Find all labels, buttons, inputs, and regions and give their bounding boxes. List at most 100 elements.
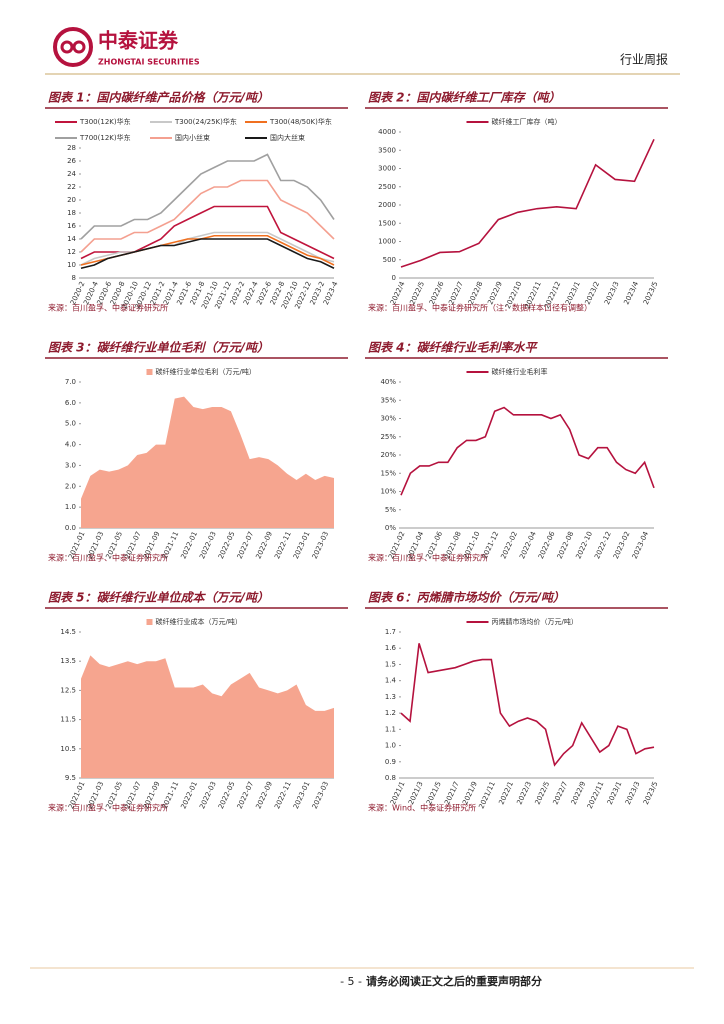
x-tick-label: 2022-09 — [254, 530, 274, 560]
y-tick-label: 14 — [67, 235, 76, 243]
y-tick-label: 14.5 — [60, 628, 76, 636]
logo-en: ZHONGTAI SECURITIES — [98, 58, 200, 67]
line — [80, 231, 335, 266]
y-tick-label: 0 — [392, 274, 396, 282]
footer-notice: 请务必阅读正文之后的重要声明部分 — [366, 974, 542, 988]
figure: 图表 5：碳纤维行业单位成本（万元/吨） 来源：百川盈孚、中泰证券研究所 碳纤维行业… — [45, 591, 348, 813]
x-tick-label: 2023-04 — [631, 530, 651, 560]
x-tick-label: 2021/7 — [443, 780, 461, 806]
y-tick-label: 0.0 — [65, 524, 76, 532]
y-tick-label: 1500 — [378, 219, 396, 227]
y-tick-label: 10 — [67, 261, 76, 269]
x-tick-label: 2022-02 — [499, 530, 519, 560]
x-tick-label: 2022-05 — [217, 530, 237, 560]
figure: 图表 2：国内碳纤维工厂库存（吨） 来源：百川盈孚、中泰证券研究所（注：数据样本口… — [365, 91, 668, 313]
x-tick-label: 2021-11 — [161, 530, 181, 560]
figure-title: 图表 6：丙烯腈市场均价（万元/吨） — [368, 591, 565, 605]
y-tick-label: 1.6 — [385, 644, 397, 652]
legend-swatch — [146, 369, 153, 375]
x-tick-label: 2023/1 — [606, 780, 624, 806]
x-tick-label: 2021/5 — [425, 780, 443, 806]
x-tick-label: 2022/6 — [428, 280, 446, 306]
x-tick-label: 2022/7 — [447, 280, 465, 306]
line — [400, 138, 655, 268]
y-tick-label: 28 — [67, 144, 76, 152]
logo-text: 中泰证券 — [98, 29, 179, 53]
x-tick-label: 2022/7 — [552, 780, 570, 806]
x-tick-label: 2023-03 — [311, 780, 331, 810]
y-tick-label: 0% — [385, 524, 396, 532]
x-tick-label: 2022-12 — [593, 530, 613, 560]
x-tick-label: 2022/8 — [467, 280, 485, 306]
y-tick-label: 5% — [385, 506, 396, 514]
y-tick-label: 18 — [67, 209, 76, 217]
line — [80, 238, 335, 270]
x-tick-label: 2023/5 — [642, 280, 660, 306]
x-tick-label: 2023-03 — [311, 530, 331, 560]
y-tick-label: 35% — [380, 396, 396, 404]
source: 来源：百川盈孚、中泰证券研究所 — [48, 803, 168, 813]
y-tick-label: 3000 — [378, 165, 396, 173]
logo-mark — [53, 27, 93, 67]
y-tick-label: 12 — [67, 248, 76, 256]
area — [81, 396, 334, 528]
x-tick-label: 2023-02 — [612, 530, 632, 560]
source: 来源：百川盈孚、中泰证券研究所 — [368, 553, 488, 563]
y-tick-label: 0.8 — [385, 774, 396, 782]
y-tick-label: 1.4 — [385, 677, 397, 685]
figure-title: 图表 3：碳纤维行业单位毛利（万元/吨） — [48, 341, 269, 355]
x-tick-label: 2022/4 — [389, 280, 407, 306]
legend-label: 碳纤维行业毛利率 — [492, 367, 548, 376]
page-number: - 5 - — [340, 975, 362, 988]
y-tick-label: 30% — [380, 415, 396, 423]
y-tick-label: 13.5 — [60, 657, 76, 665]
y-tick-label: 0.9 — [385, 758, 396, 766]
y-tick-label: 1.0 — [385, 742, 396, 750]
legend-swatch — [146, 619, 153, 625]
y-tick-label: 1.2 — [385, 709, 396, 717]
y-tick-label: 500 — [383, 256, 396, 264]
x-tick-label: 2022-11 — [273, 530, 293, 560]
x-tick-label: 2022/11 — [586, 780, 606, 810]
x-tick-label: 2023/2 — [584, 280, 602, 306]
y-tick-label: 22 — [67, 183, 76, 191]
figure-title: 图表 5：碳纤维行业单位成本（万元/吨） — [48, 591, 269, 605]
figure-title: 图表 4：碳纤维行业毛利率水平 — [368, 341, 539, 355]
figure: 图表 3：碳纤维行业单位毛利（万元/吨） 来源：百川盈孚、中泰证券研究所 碳纤维行业… — [45, 341, 348, 563]
source: 来源：百川盈孚、中泰证券研究所 — [48, 303, 168, 313]
y-tick-label: 40% — [380, 378, 396, 386]
line — [400, 643, 655, 767]
x-tick-label: 2022-07 — [236, 530, 256, 560]
source: 来源：百川盈孚、中泰证券研究所 — [48, 553, 168, 563]
x-tick-label: 2022-01 — [179, 530, 199, 560]
x-tick-label: 2022-03 — [198, 780, 218, 810]
y-tick-label: 20 — [67, 196, 76, 204]
y-tick-label: 1.5 — [385, 660, 396, 668]
x-tick-label: 2021/3 — [407, 780, 425, 806]
x-tick-label: 2022/5 — [534, 780, 552, 806]
y-tick-label: 25% — [380, 433, 396, 441]
figure: 图表 1：国内碳纤维产品价格（万元/吨） 来源：百川盈孚、中泰证券研究所 T300(… — [45, 91, 348, 313]
y-tick-label: 1.0 — [65, 503, 76, 511]
x-tick-label: 2022-06 — [537, 530, 557, 560]
x-tick-label: 2021/1 — [389, 780, 407, 806]
y-tick-label: 11.5 — [60, 716, 76, 724]
y-tick-label: 15% — [380, 469, 396, 477]
y-tick-label: 4.0 — [65, 441, 76, 449]
y-tick-label: 3.0 — [65, 461, 76, 469]
x-tick-label: 2022-04 — [518, 530, 538, 560]
line — [80, 205, 335, 260]
x-tick-label: 2022-11 — [273, 780, 293, 810]
x-tick-label: 2022-10 — [574, 530, 594, 560]
x-tick-label: 2023-01 — [292, 530, 312, 560]
y-tick-label: 16 — [67, 222, 76, 230]
x-tick-label: 2022/5 — [408, 280, 426, 306]
logo: 中泰证券 ZHONGTAI SECURITIES — [53, 27, 200, 67]
x-tick-label: 2022-03 — [198, 530, 218, 560]
logo-mark — [72, 40, 86, 54]
x-tick-label: 2022/1 — [497, 780, 515, 806]
x-tick-label: 2021/9 — [461, 780, 479, 806]
line — [80, 153, 335, 240]
y-tick-label: 2500 — [378, 183, 396, 191]
